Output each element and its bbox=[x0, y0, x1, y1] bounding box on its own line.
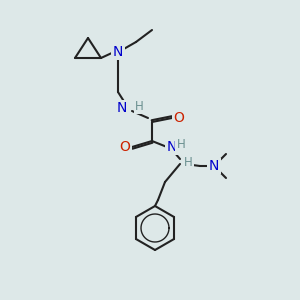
Text: N: N bbox=[117, 101, 127, 115]
Text: H: H bbox=[135, 100, 144, 112]
Text: N: N bbox=[167, 140, 177, 154]
Text: O: O bbox=[120, 140, 130, 154]
Text: H: H bbox=[177, 139, 185, 152]
Text: N: N bbox=[113, 45, 123, 59]
Text: N: N bbox=[209, 159, 219, 173]
Text: O: O bbox=[174, 111, 184, 125]
Text: H: H bbox=[184, 155, 192, 169]
